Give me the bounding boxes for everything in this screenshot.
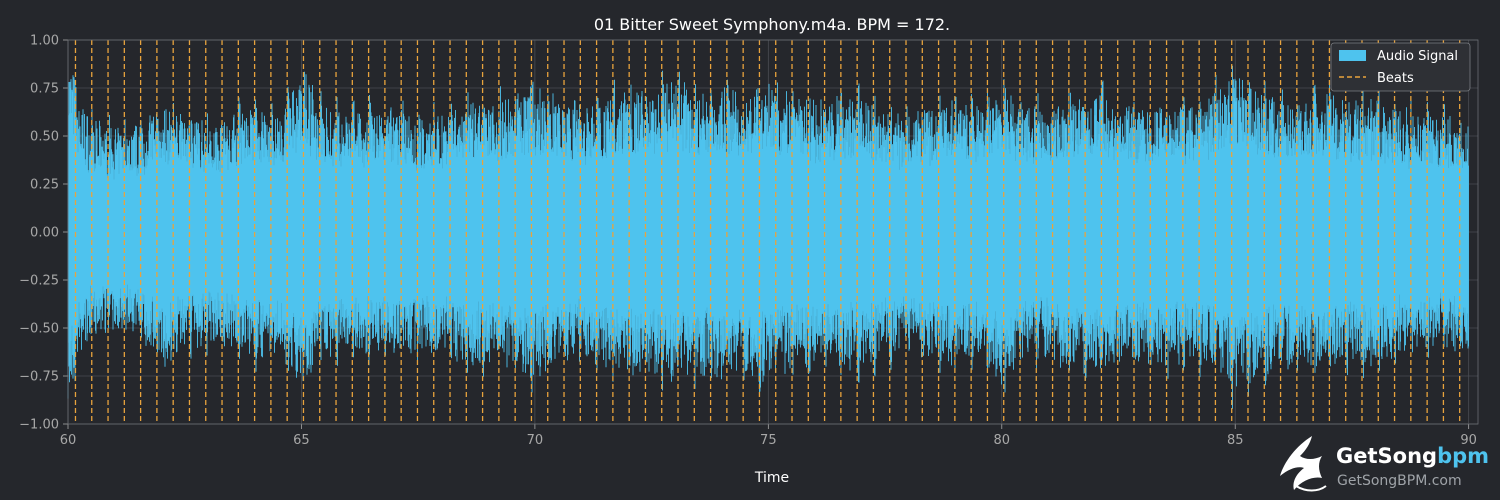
- y-tick-label: 1.00: [30, 34, 59, 49]
- y-tick-label: 0.00: [30, 226, 59, 241]
- logo-bird-icon: [1280, 436, 1327, 492]
- logo-url: GetSongBPM.com: [1337, 473, 1462, 489]
- axis-ticks: 60 65 70 75 80 85 90 1.00 0.75 0.50 0.25 0.00 −0.25 −…: [19, 34, 1477, 449]
- y-tick-label: −1.00: [19, 418, 59, 433]
- y-tick-label: 0.50: [30, 130, 59, 145]
- x-tick-label: 85: [1227, 433, 1244, 448]
- y-tick-label: 0.75: [30, 82, 59, 97]
- x-tick-label: 65: [293, 433, 310, 448]
- y-tick-label: −0.75: [19, 370, 59, 385]
- x-tick-label: 75: [760, 433, 777, 448]
- plot-frame: [67, 39, 1479, 425]
- legend-label-beats: Beats: [1377, 71, 1414, 86]
- getsongbpm-logo: GetSongbpm GetSongBPM.com: [1280, 436, 1489, 492]
- legend: Audio Signal Beats: [1330, 42, 1471, 92]
- y-tick-label: −0.50: [19, 322, 59, 337]
- x-tick-label: 90: [1460, 433, 1477, 448]
- x-tick-label: 60: [60, 433, 77, 448]
- beats-series: [74, 40, 1461, 424]
- x-axis-label: Time: [754, 470, 789, 486]
- legend-label-audio-signal: Audio Signal: [1377, 49, 1458, 64]
- logo-name: GetSongbpm: [1336, 444, 1489, 468]
- x-tick-label: 70: [527, 433, 544, 448]
- y-tick-label: 0.25: [30, 178, 59, 193]
- chart-title: 01 Bitter Sweet Symphony.m4a. BPM = 172.: [594, 15, 950, 34]
- legend-swatch-audio-signal: [1339, 50, 1366, 61]
- y-tick-label: −0.25: [19, 274, 59, 289]
- x-tick-label: 80: [994, 433, 1011, 448]
